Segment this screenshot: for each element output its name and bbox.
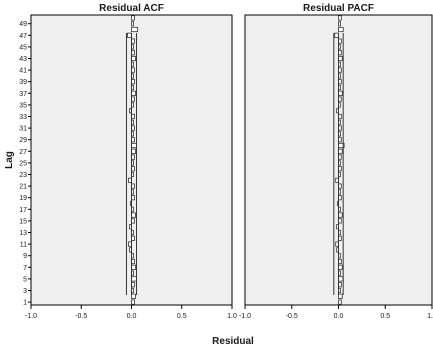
y-tick-label: 5 xyxy=(23,276,27,283)
y-tick-label: 13 xyxy=(19,230,27,237)
y-tick-label: 3 xyxy=(23,288,27,295)
x-tick-label: 1.0 xyxy=(227,313,237,320)
bar-lag-5 xyxy=(338,276,344,282)
panel-title-2: Residual PACF xyxy=(303,3,374,14)
x-tick-label: 0.0 xyxy=(334,313,344,320)
bar-lag-2 xyxy=(338,293,343,299)
bar-lag-28 xyxy=(131,142,137,149)
y-tick-label: 9 xyxy=(23,253,27,260)
bar-lag-49 xyxy=(338,21,341,27)
bar-lag-7 xyxy=(338,264,343,270)
bar-lag-43 xyxy=(338,55,343,62)
y-tick-label: 47 xyxy=(19,33,27,40)
y-axis-label: Lag xyxy=(4,151,15,169)
bar-lag-50 xyxy=(131,15,135,21)
bar-lag-37 xyxy=(338,90,343,96)
bar-lag-27 xyxy=(338,148,343,154)
y-tick-label: 15 xyxy=(19,218,27,225)
y-tick-label: 21 xyxy=(19,184,27,191)
y-tick-label: 25 xyxy=(19,160,27,167)
y-tick-label: 45 xyxy=(19,44,27,51)
bar-lag-7 xyxy=(131,264,136,270)
y-tick-label: 27 xyxy=(19,149,27,156)
y-tick-label: 43 xyxy=(19,56,27,63)
y-tick-label: 33 xyxy=(19,114,27,121)
y-tick-label: 41 xyxy=(19,68,27,75)
x-tick-label: 0.5 xyxy=(380,313,390,320)
y-tick-label: 39 xyxy=(19,79,27,86)
bar-lag-5 xyxy=(131,276,137,282)
bar-lag-1 xyxy=(338,299,342,305)
x-axis-label: Residual xyxy=(212,336,254,347)
y-tick-label: 7 xyxy=(23,265,27,272)
bar-lag-48 xyxy=(338,26,344,33)
x-tick-label: 1.0 xyxy=(427,313,433,320)
y-tick-label: 23 xyxy=(19,172,27,179)
bar-lag-16 xyxy=(131,212,136,218)
bar-lag-48 xyxy=(131,26,138,33)
bar-lag-27 xyxy=(131,148,136,154)
x-tick-label: -0.5 xyxy=(75,313,87,320)
x-tick-label: 0.0 xyxy=(127,313,137,320)
y-tick-label: 1 xyxy=(23,300,27,307)
y-tick-label: 31 xyxy=(19,126,27,133)
bar-lag-47 xyxy=(334,32,339,38)
x-tick-label: -1.0 xyxy=(239,313,251,320)
y-tick-label: 35 xyxy=(19,102,27,109)
x-tick-label: -1.0 xyxy=(25,313,37,320)
y-tick-label: 17 xyxy=(19,207,27,214)
bar-lag-47 xyxy=(127,32,132,38)
bar-lag-2 xyxy=(131,293,136,299)
y-tick-label: 19 xyxy=(19,195,27,202)
y-tick-label: 37 xyxy=(19,91,27,98)
bar-lag-37 xyxy=(131,90,136,96)
x-tick-label: -0.5 xyxy=(286,313,298,320)
y-tick-label: 11 xyxy=(20,242,27,249)
y-tick-label: 49 xyxy=(19,21,27,28)
y-tick-label: 29 xyxy=(19,137,27,144)
x-tick-label: 0.5 xyxy=(177,313,187,320)
panel-title-1: Residual ACF xyxy=(99,3,164,14)
bar-lag-50 xyxy=(338,15,342,21)
bar-lag-16 xyxy=(338,212,343,218)
bar-lag-1 xyxy=(131,299,135,305)
bar-lag-43 xyxy=(131,55,136,62)
bar-lag-49 xyxy=(131,21,134,27)
